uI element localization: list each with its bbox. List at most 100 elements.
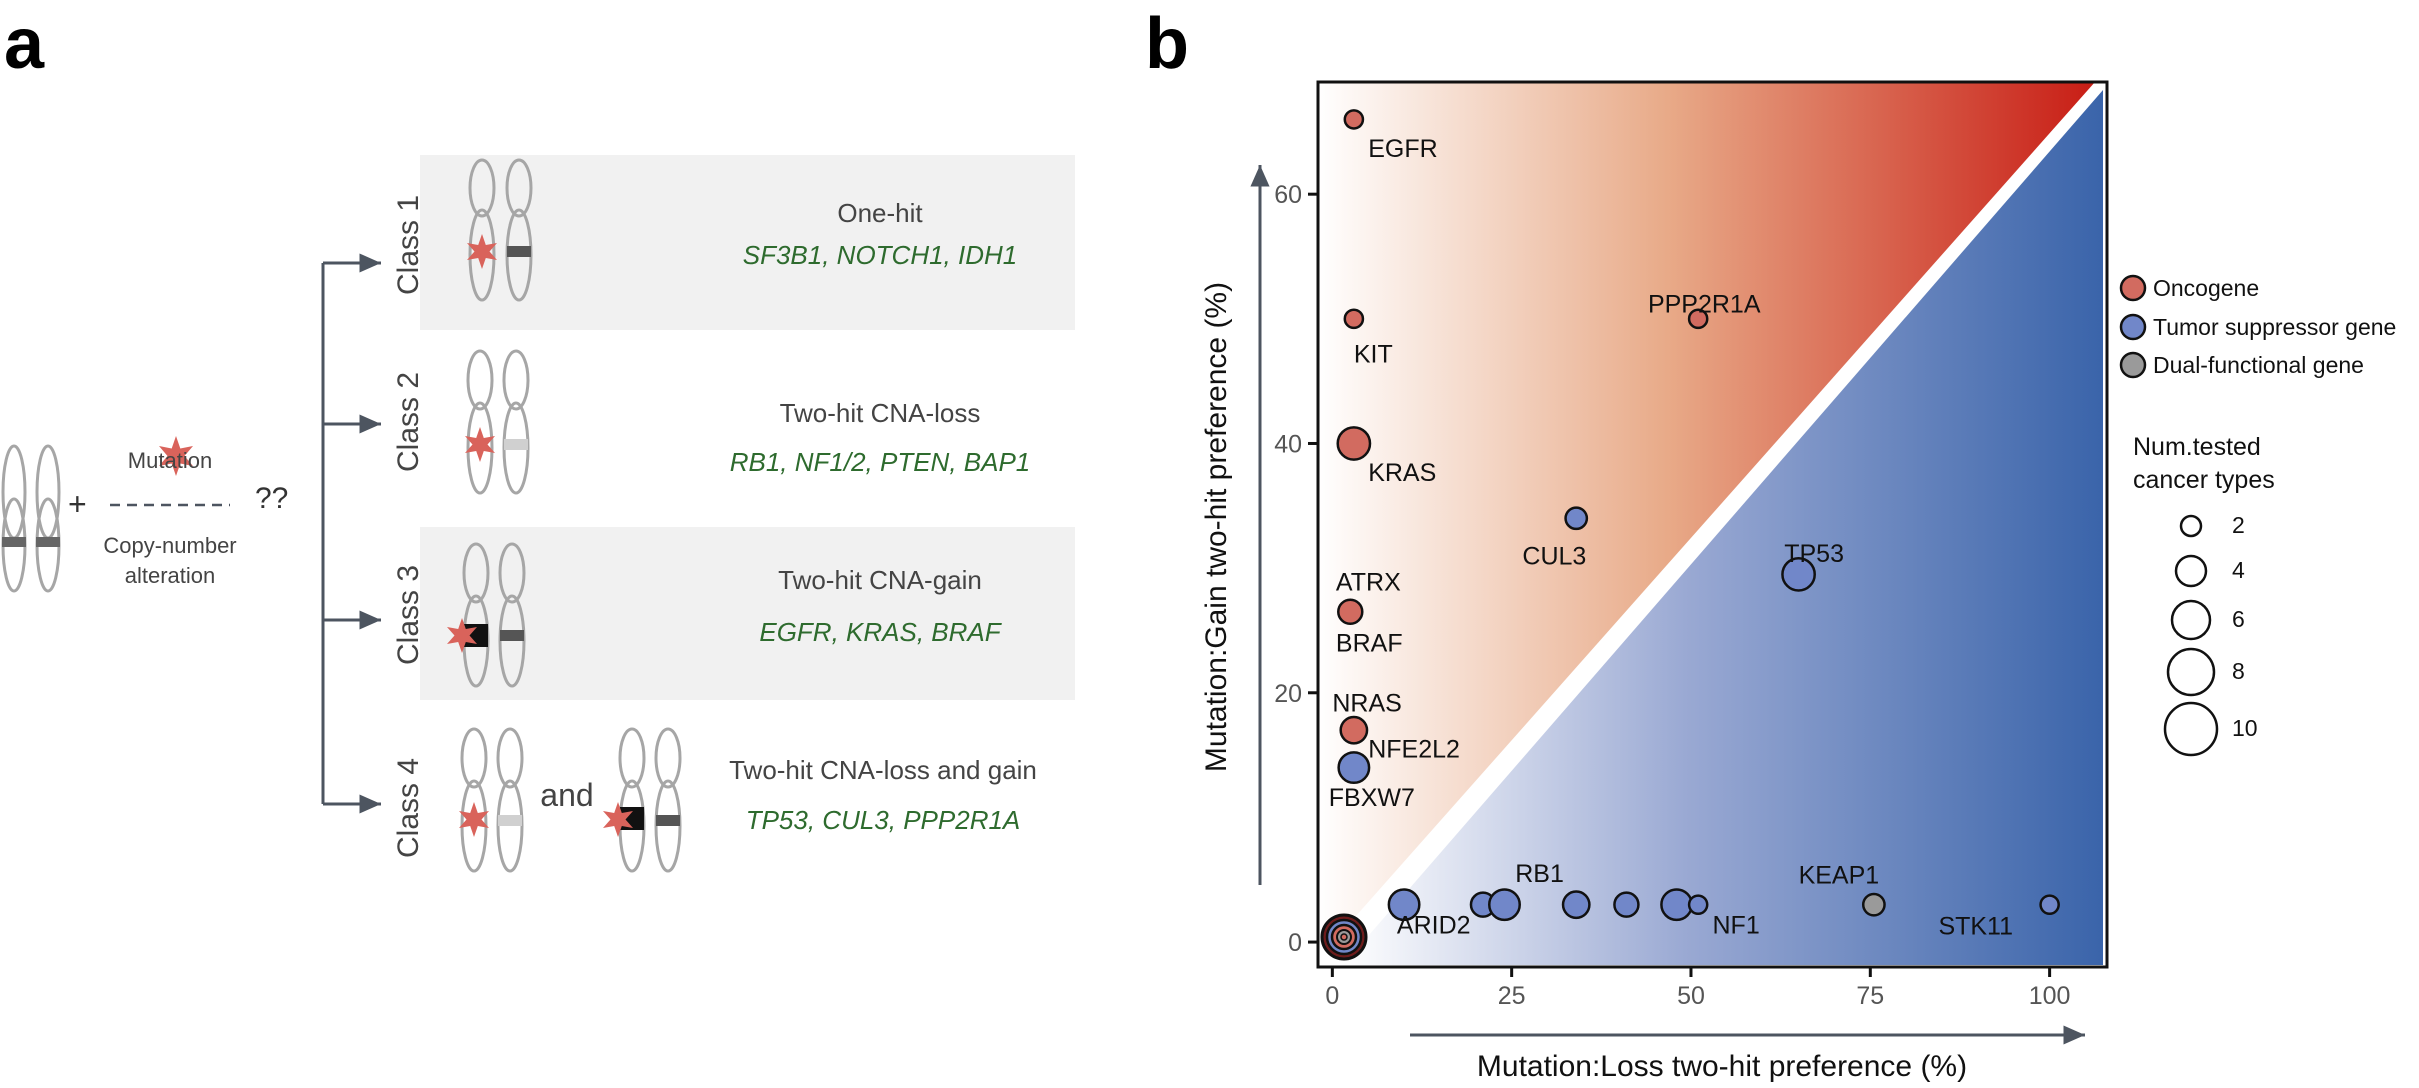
point-label-kit: KIT: [1354, 340, 1393, 368]
point-labels: EGFR KIT PPP2R1A KRAS CUL3 TP53 ATRX BRAF NRAS NF…: [1329, 135, 2013, 941]
point-egfr: [1343, 109, 1365, 130]
loss-region: [1343, 90, 2103, 965]
point-label-braf: BRAF: [1336, 630, 1403, 658]
data-points: [1336, 109, 2060, 922]
point-label-nf1: NF1: [1713, 911, 1760, 939]
point-label-nfe2l2: NFE2L2: [1368, 736, 1460, 764]
diagonal-divider: [1315, 79, 2106, 968]
size-legend-value: 8: [2232, 658, 2245, 684]
point-rb1: [1488, 888, 1521, 922]
class-2-title: Two-hit CNA-loss: [780, 398, 981, 428]
legend-item-oncogene: Oncogene: [2119, 274, 2259, 302]
mutation-star-icon: [447, 618, 477, 653]
class-4-title: Two-hit CNA-loss and gain: [729, 755, 1037, 785]
point-label-ppp2r1a: PPP2R1A: [1648, 291, 1761, 319]
legend-label: Tumor suppressor gene: [2153, 314, 2396, 340]
size-legend-value: 2: [2232, 512, 2245, 538]
size-legend-circle: [2170, 599, 2212, 641]
dual-functional-swatch: [2119, 351, 2147, 379]
question-marks: ??: [255, 482, 288, 515]
size-legend-circle: [2163, 701, 2219, 757]
size-legend-value: 6: [2232, 606, 2245, 632]
tumor-suppressor-swatch: [2119, 313, 2147, 341]
class-3-box: [420, 527, 1075, 700]
point-nras: [1339, 715, 1369, 745]
initial-chromosome-pair: [1, 444, 61, 593]
class-4-chromosomes-gain: [603, 727, 682, 873]
size-legend-title-line1: Num.tested: [2133, 433, 2261, 461]
size-legend-title-line2: cancer types: [2133, 466, 2275, 494]
size-legend-value: 10: [2232, 715, 2258, 741]
point-label-egfr: EGFR: [1368, 135, 1437, 163]
panel-a-letter: a: [4, 4, 45, 84]
mutation-label: Mutation: [128, 448, 212, 473]
point-label-fbxw7: FBXW7: [1329, 784, 1415, 812]
class-3-title: Two-hit CNA-gain: [778, 565, 982, 595]
y-axis-label: Mutation:Gain two-hit preference (%): [1200, 282, 1233, 772]
point-stk11: [2039, 894, 2060, 915]
point-braf: [1337, 598, 1364, 626]
panel-a: a + Mutation Copy-number alteration ??: [1, 4, 1075, 873]
mutation-star-icon: [467, 234, 497, 269]
legend-label: Oncogene: [2153, 275, 2259, 301]
y-tick-label: 20: [1274, 680, 1302, 708]
y-tick-label: 60: [1274, 181, 1302, 209]
point-14: [1660, 888, 1694, 922]
legend-item-tumor-suppressor: Tumor suppressor gene: [2119, 313, 2396, 341]
point-kit: [1343, 308, 1365, 330]
gain-region: [1318, 82, 2095, 943]
size-legend-circle: [2179, 514, 2203, 538]
cna-label-line1: Copy-number: [103, 533, 236, 558]
size-legend-circle: [2166, 647, 2216, 697]
panel-b: b 0 20 40 60 0 25 50 75 100 Mutation:Loss two-h…: [1145, 4, 2396, 1083]
class-3-label: Class 3: [392, 565, 425, 665]
plot-frame: [1316, 80, 2109, 969]
size-legend-circle: [2174, 554, 2208, 588]
point-label-rb1: RB1: [1515, 860, 1564, 888]
point-label-stk11: STK11: [1938, 913, 2013, 941]
class-1-label: Class 1: [392, 195, 425, 295]
legend-item-dual-functional: Dual-functional gene: [2119, 351, 2364, 379]
class-2-label: Class 2: [392, 372, 425, 472]
size-legend-value: 4: [2232, 557, 2245, 583]
x-tick-label: 0: [1325, 982, 1339, 1010]
origin-concentric-marker: [1320, 913, 1368, 961]
point-fbxw7: [1337, 751, 1371, 785]
mutation-star-icon: [459, 802, 489, 837]
class-2-genes: RB1, NF1/2, PTEN, BAP1: [730, 447, 1031, 477]
point-arid2: [1387, 888, 1421, 922]
size-legend-item-8: 8: [2166, 647, 2245, 697]
plot-area: [1315, 79, 2109, 969]
panel-b-letter: b: [1145, 4, 1189, 84]
class-4-label: Class 4: [392, 758, 425, 858]
point-keap1: [1861, 892, 1886, 917]
and-label: and: [540, 777, 593, 813]
plus-sign: +: [68, 486, 87, 522]
point-label-atrx: ATRX: [1336, 569, 1401, 597]
point-ppp2r1a: [1687, 308, 1709, 330]
class-2-chromosomes: [465, 349, 530, 495]
class-4-chromosomes: [459, 727, 524, 873]
x-tick-label: 100: [2029, 982, 2071, 1010]
size-legend-item-6: 6: [2170, 599, 2245, 641]
legend-label: Dual-functional gene: [2153, 352, 2364, 378]
mutation-star-icon: [465, 427, 495, 462]
x-tick-label: 25: [1498, 982, 1526, 1010]
class-4-genes: TP53, CUL3, PPP2R1A: [746, 805, 1021, 835]
class-1-title: One-hit: [837, 198, 923, 228]
oncogene-swatch: [2119, 274, 2147, 302]
mutation-star-icon: [159, 436, 193, 476]
point-nf1: [1687, 894, 1709, 915]
legend: Oncogene Tumor suppressor gene Dual-func…: [2119, 274, 2396, 757]
cna-label-line2: alteration: [125, 563, 216, 588]
point-label-nras: NRAS: [1332, 689, 1401, 717]
point-13: [1613, 891, 1640, 918]
point-label-keap1: KEAP1: [1799, 861, 1880, 889]
y-tick-label: 40: [1274, 430, 1302, 458]
point-label-tp53: TP53: [1784, 540, 1844, 568]
point-label-kras: KRAS: [1368, 459, 1436, 487]
point-tp53: [1781, 556, 1816, 592]
size-legend-item-4: 4: [2174, 554, 2245, 588]
class-1-chromosomes: [467, 158, 533, 302]
